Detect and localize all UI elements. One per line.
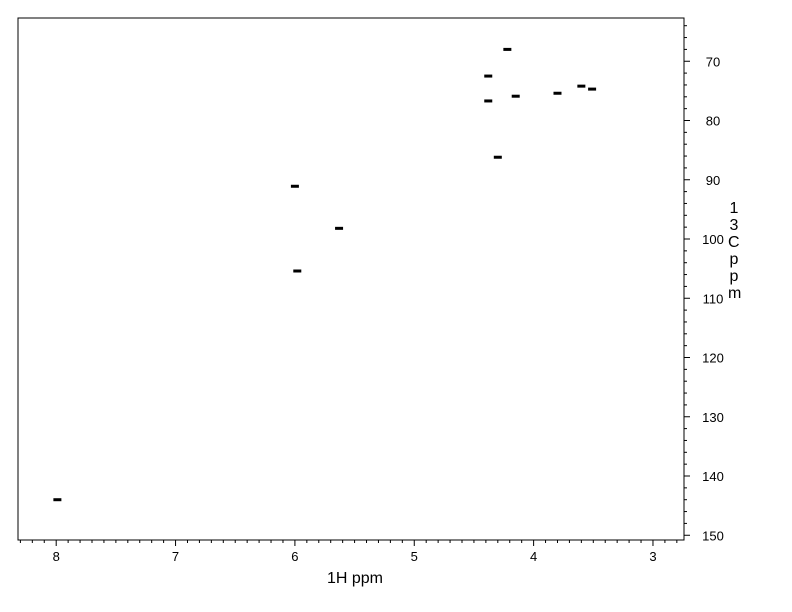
peak	[53, 498, 62, 502]
peak	[335, 226, 344, 230]
y-tick-label: 140	[702, 469, 724, 484]
peak	[484, 99, 493, 103]
y-tick-label: 100	[702, 232, 724, 247]
y-tick-label: 130	[702, 410, 724, 425]
y-tick-label: 150	[702, 528, 724, 543]
peak	[493, 155, 502, 159]
x-tick-label: 6	[291, 549, 298, 564]
peak	[503, 47, 512, 51]
peaks	[53, 47, 597, 502]
y-tick-label: 120	[702, 351, 724, 366]
peak	[290, 184, 299, 188]
x-tick-label: 7	[172, 549, 179, 564]
x-tick-label: 4	[530, 549, 537, 564]
peak	[484, 74, 493, 78]
y-axis-label: 13C ppm	[728, 200, 744, 302]
y-tick-label: 80	[706, 114, 720, 129]
y-tick-label: 110	[703, 291, 724, 306]
plot-frame	[17, 17, 685, 541]
x-tick-label: 8	[53, 549, 60, 564]
y-axis: 70 80 90 100 110 120 130 140 150	[684, 25, 724, 543]
y-tick-label: 70	[706, 54, 720, 69]
x-axis: 8 7 6 5 4 3	[19, 540, 678, 564]
peak	[553, 91, 562, 95]
y-tick-label: 90	[706, 173, 720, 188]
peak	[588, 87, 597, 91]
x-tick-label: 5	[411, 549, 418, 564]
peak	[577, 84, 586, 88]
peak	[293, 269, 302, 273]
x-tick-label: 3	[649, 549, 656, 564]
peak	[511, 94, 520, 98]
x-axis-label: 1H ppm	[327, 570, 383, 587]
